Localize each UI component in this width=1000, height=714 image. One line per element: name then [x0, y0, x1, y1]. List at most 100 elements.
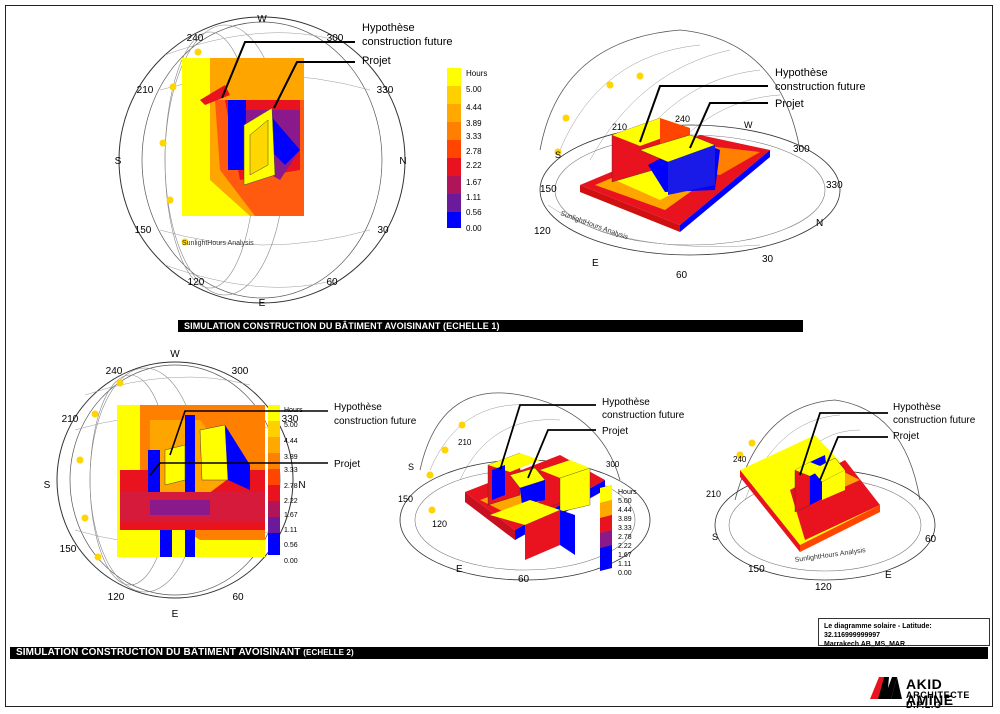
compass-60: 60	[676, 270, 688, 281]
leader-projet	[149, 462, 328, 476]
compass-120: 120	[534, 226, 551, 237]
legend3-value: 1.11	[618, 561, 631, 568]
label-construction-future: construction future	[893, 415, 976, 426]
compass-60: 60	[925, 534, 937, 545]
firm-title: ARCHITECTE D.P.L.G	[906, 690, 970, 710]
compass-w: W	[257, 14, 267, 25]
label-hypothese: Hypothèse	[362, 22, 415, 34]
label-hypothese: Hypothèse	[334, 402, 382, 413]
legend1-value: 2.22	[466, 161, 482, 170]
perspective-diagram-scale2-b: 240 210 S 150 120 E 60 SunlightHours Ana…	[706, 399, 976, 593]
label-projet: Projet	[602, 426, 628, 437]
drawing-frame	[5, 5, 993, 707]
compass-120: 120	[815, 582, 832, 593]
compass-240: 240	[733, 455, 747, 464]
leader-projet	[527, 429, 596, 479]
label-construction-future: construction future	[602, 410, 685, 421]
label-construction-future: construction future	[334, 416, 417, 427]
compass-60: 60	[518, 574, 530, 585]
compass-210: 210	[62, 414, 79, 425]
perspective-diagram-scale2-a: Hours 5.00 4.44 3.89 3.33 2.78 2.22 1.67…	[398, 392, 685, 585]
compass-300: 300	[327, 33, 344, 44]
compass-s: S	[115, 156, 122, 167]
legend2-value: 2.78	[284, 483, 298, 490]
leader-hypothese	[169, 410, 328, 456]
location-line: Marrakech AB_MS_MAR	[824, 641, 906, 648]
legend-scale1: Hours 5.00 4.44 3.89 3.33 2.78 2.22 1.67…	[447, 68, 487, 233]
compass-e: E	[885, 570, 892, 581]
firm-name: AKID AMINE	[906, 676, 954, 708]
analysis-caption: SunlightHours Analysis	[182, 240, 254, 247]
compass-240: 240	[187, 33, 204, 44]
label-construction-future: construction future	[775, 81, 866, 93]
leader-projet	[819, 436, 888, 481]
legend3-value: 2.22	[618, 543, 632, 550]
compass-210: 210	[137, 85, 154, 96]
compass-120: 120	[188, 277, 205, 288]
compass-120: 120	[108, 592, 125, 603]
legend3-value: 3.89	[618, 516, 632, 523]
compass-s: S	[44, 480, 51, 491]
legend1-value: 1.67	[466, 178, 482, 187]
legend1-value: 3.89	[466, 119, 482, 128]
legend3-value: 3.33	[618, 525, 632, 532]
compass-150: 150	[540, 184, 557, 195]
leader-projet	[689, 102, 768, 149]
sun-dot	[166, 196, 174, 204]
shadow-blue	[228, 100, 246, 170]
label-hypothese: Hypothèse	[775, 67, 828, 79]
banner-title: SIMULATION CONSTRUCTION DU BÂTIMENT AVOI…	[16, 647, 301, 658]
compass-e: E	[259, 298, 266, 309]
compass-330: 330	[377, 85, 394, 96]
legend1-value: 5.00	[466, 85, 482, 94]
label-projet: Projet	[775, 98, 804, 110]
compass-300: 300	[793, 144, 810, 155]
projet-block	[164, 444, 186, 486]
compass-e: E	[456, 564, 463, 575]
latitude-line: Le diagramme solaire - Latitude: 32.1169…	[824, 623, 932, 639]
legend2-value: 0.00	[284, 558, 298, 565]
compass-n: N	[399, 156, 406, 167]
legend2-value: 1.67	[284, 512, 298, 519]
sun-dot	[159, 139, 167, 147]
perspective-diagram-scale1: E 60 30 N 330 300 W 240 210 S 150 120 Su…	[534, 29, 866, 281]
legend1-title: Hours	[466, 69, 487, 78]
label-hypothese: Hypothèse	[893, 402, 941, 413]
legend2-value: 3.33	[284, 467, 298, 474]
legend1-value: 2.78	[466, 147, 482, 156]
latitude-info-box: Le diagramme solaire - Latitude: 32.1169…	[818, 618, 990, 648]
legend3-value: 0.00	[618, 570, 632, 577]
legend2-value: 2.22	[284, 498, 298, 505]
compass-150: 150	[748, 564, 765, 575]
compass-150: 150	[135, 225, 152, 236]
legend-scale2-perspective: Hours 5.00 4.44 3.89 3.33 2.78 2.22 1.67…	[600, 485, 637, 577]
compass-120: 120	[432, 519, 447, 529]
compass-330: 330	[826, 180, 843, 191]
compass-e: E	[592, 258, 599, 269]
plan-diagram-scale1: W E S N 240 300 210 330 150 30 120 60 Su…	[115, 14, 453, 309]
plan-diagram-scale2: W E S N 240 300 210 330 150 120 60 Hours…	[44, 349, 417, 620]
analysis-caption: SunlightHours Analysis	[559, 210, 629, 241]
leader-hypothese	[499, 404, 596, 471]
legend3-title: Hours	[618, 489, 637, 496]
legend2-value: 3.89	[284, 454, 298, 461]
compass-150: 150	[60, 544, 77, 555]
leader-hypothese	[799, 412, 888, 476]
leader-projet	[273, 61, 355, 109]
sun-dot	[169, 83, 177, 91]
legend3-value: 1.67	[618, 552, 632, 559]
compass-n: N	[298, 480, 305, 491]
compass-30: 30	[377, 225, 389, 236]
label-construction-future: construction future	[362, 36, 453, 48]
legend1-value: 3.33	[466, 132, 482, 141]
compass-s: S	[555, 150, 561, 160]
legend1-value: 1.11	[466, 193, 482, 202]
compass-240: 240	[675, 114, 690, 124]
compass-60: 60	[326, 277, 338, 288]
legend1-value: 0.00	[466, 224, 482, 233]
compass-300: 300	[232, 366, 249, 377]
compass-300: 300	[606, 460, 620, 469]
sun-dot	[194, 48, 202, 56]
section-banner-scale1: SIMULATION CONSTRUCTION DU BÂTIMENT AVOI…	[178, 320, 803, 332]
compass-210: 210	[706, 489, 721, 499]
